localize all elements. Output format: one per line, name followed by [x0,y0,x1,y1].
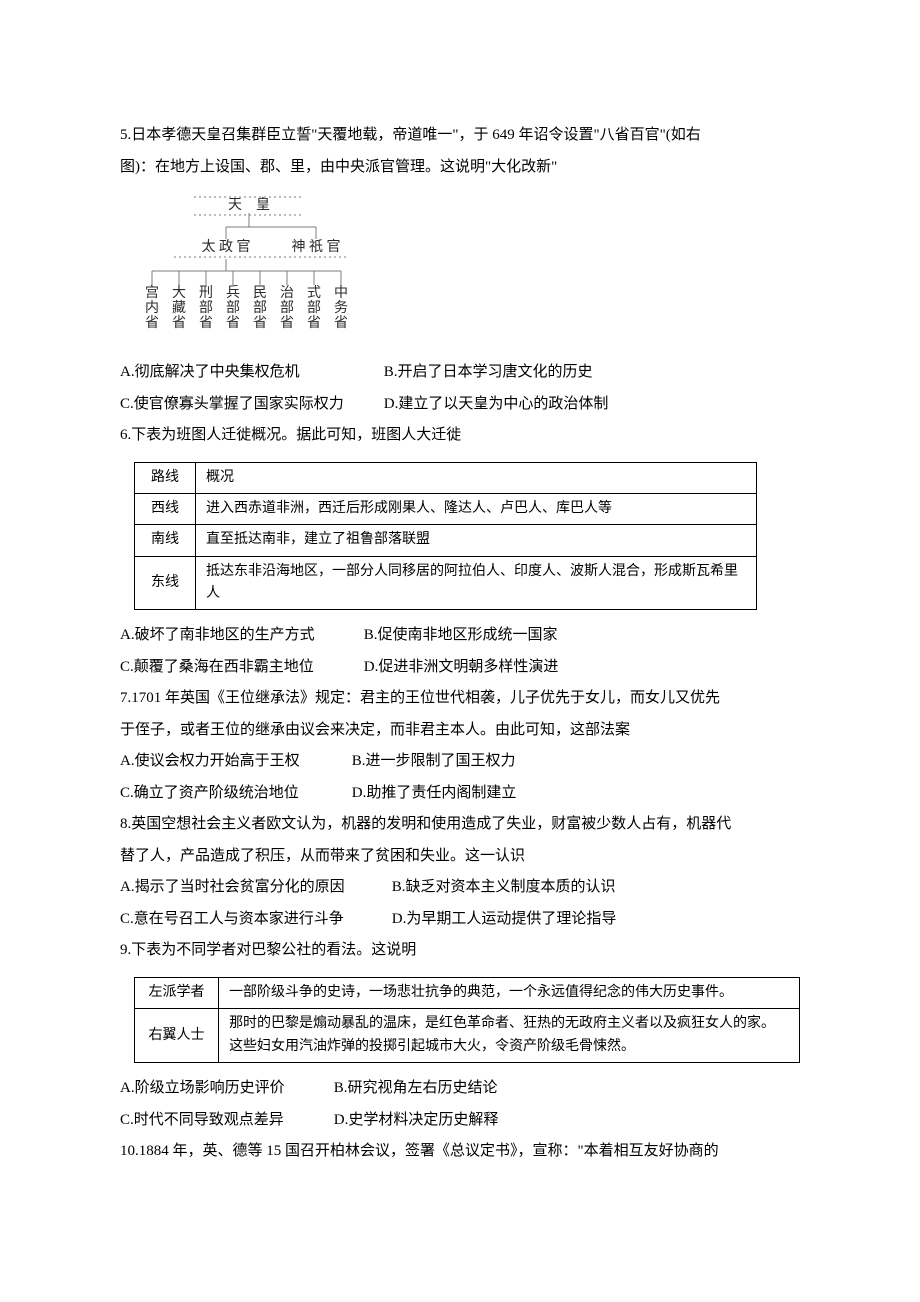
q9-optC: C.时代不同导致观点差异 [120,1105,330,1137]
q5-optB: B.开启了日本学习唐文化的历史 [384,357,593,389]
q5-stem-line1: 5.日本孝德天皇召集群臣立誓"天覆地载，帝道唯一"，于 649 年诏令设置"八省… [120,120,800,152]
table-row: 右翼人士 那时的巴黎是煽动暴乱的温床，是红色革命者、狂热的无政府主义者以及疯狂女… [135,1009,800,1063]
q7-optB: B.进一步限制了国王权力 [352,746,516,778]
q6-r2c1: 南线 [135,525,196,556]
q5-org-chart: 天 皇太 政 官 神 祇 官宫内省大藏省刑部省兵部省民部省治部省式部省中务省 [134,193,800,343]
q6-optB: B.促使南非地区形成统一国家 [364,620,558,652]
svg-text:天 皇: 天 皇 [228,197,270,213]
q10-stem: 10.1884 年，英、德等 15 国召开柏林会议，签署《总议定书》，宣称："本… [120,1136,800,1168]
q6-th-route: 路线 [135,462,196,493]
svg-text:民部省: 民部省 [253,286,267,331]
q9-r1c1: 左派学者 [135,977,219,1008]
q9-optD: D.史学材料决定历史解释 [334,1105,499,1137]
q9-options-row2: C.时代不同导致观点差异 D.史学材料决定历史解释 [120,1105,800,1137]
q7-stem-line1: 7.1701 年英国《王位继承法》规定：君主的王位世代相袭，儿子优先于女儿，而女… [120,683,800,715]
q8-optA: A.揭示了当时社会贫富分化的原因 [120,872,388,904]
q8-optD: D.为早期工人运动提供了理论指导 [392,904,617,936]
exam-page: 5.日本孝德天皇召集群臣立誓"天覆地载，帝道唯一"，于 649 年诏令设置"八省… [0,0,920,1228]
q8-stem-line1: 8.英国空想社会主义者欧文认为，机器的发明和使用造成了失业，财富被少数人占有，机… [120,809,800,841]
q7-options-row1: A.使议会权力开始高于王权 B.进一步限制了国王权力 [120,746,800,778]
q8-optC: C.意在号召工人与资本家进行斗争 [120,904,388,936]
q7-optA: A.使议会权力开始高于王权 [120,746,348,778]
q9-stem: 9.下表为不同学者对巴黎公社的看法。这说明 [120,935,800,967]
q9-r2c2: 那时的巴黎是煽动暴乱的温床，是红色革命者、狂热的无政府主义者以及疯狂女人的家。这… [219,1009,800,1063]
q9-table: 左派学者 一部阶级斗争的史诗，一场悲壮抗争的典范，一个永远值得纪念的伟大历史事件… [134,977,800,1063]
q7-options-row2: C.确立了资产阶级统治地位 D.助推了责任内阁制建立 [120,778,800,810]
q6-r3c1: 东线 [135,556,196,610]
q5-optA: A.彻底解决了中央集权危机 [120,357,380,389]
q8-optB: B.缺乏对资本主义制度本质的认识 [392,872,616,904]
q6-r3c2: 抵达东非沿海地区，一部分人同移居的阿拉伯人、印度人、波斯人混合，形成斯瓦希里人 [196,556,757,610]
table-row: 西线 进入西赤道非洲，西迁后形成刚果人、隆达人、卢巴人、库巴人等 [135,493,757,524]
q6-stem: 6.下表为班图人迁徙概况。据此可知，班图人大迁徙 [120,420,800,452]
q8-options-row2: C.意在号召工人与资本家进行斗争 D.为早期工人运动提供了理论指导 [120,904,800,936]
svg-text:大藏省: 大藏省 [172,285,186,331]
q6-r1c1: 西线 [135,493,196,524]
q9-options-row1: A.阶级立场影响历史评价 B.研究视角左右历史结论 [120,1073,800,1105]
q6-options-row1: A.破坏了南非地区的生产方式 B.促使南非地区形成统一国家 [120,620,800,652]
svg-text:式部省: 式部省 [307,285,321,331]
q6-optD: D.促进非洲文明朝多样性演进 [364,652,559,684]
q6-optC: C.颠覆了桑海在西非霸主地位 [120,652,360,684]
q5-optC: C.使官僚寡头掌握了国家实际权力 [120,389,380,421]
table-header-row: 路线 概况 [135,462,757,493]
table-row: 左派学者 一部阶级斗争的史诗，一场悲壮抗争的典范，一个永远值得纪念的伟大历史事件… [135,977,800,1008]
q8-stem-line2: 替了人，产品造成了积压，从而带来了贫困和失业。这一认识 [120,841,800,873]
q5-options-row2: C.使官僚寡头掌握了国家实际权力 D.建立了以天皇为中心的政治体制 [120,389,800,421]
q6-th-desc: 概况 [196,462,757,493]
q6-r2c2: 直至抵达南非，建立了祖鲁部落联盟 [196,525,757,556]
q5-stem-line2: 图)：在地方上设国、郡、里，由中央派官管理。这说明"大化改新" [120,152,800,184]
table-row: 东线 抵达东非沿海地区，一部分人同移居的阿拉伯人、印度人、波斯人混合，形成斯瓦希… [135,556,757,610]
table-row: 南线 直至抵达南非，建立了祖鲁部落联盟 [135,525,757,556]
q7-optD: D.助推了责任内阁制建立 [352,778,517,810]
q6-table: 路线 概况 西线 进入西赤道非洲，西迁后形成刚果人、隆达人、卢巴人、库巴人等 南… [134,462,757,611]
q9-optB: B.研究视角左右历史结论 [334,1073,498,1105]
q9-optA: A.阶级立场影响历史评价 [120,1073,330,1105]
svg-text:治部省: 治部省 [280,285,294,331]
svg-text:太 政 官: 太 政 官 [202,239,251,255]
svg-text:兵部省: 兵部省 [226,285,240,331]
q5-optD: D.建立了以天皇为中心的政治体制 [384,389,609,421]
q6-options-row2: C.颠覆了桑海在西非霸主地位 D.促进非洲文明朝多样性演进 [120,652,800,684]
q7-stem-line2: 于侄子，或者王位的继承由议会来决定，而非君主本人。由此可知，这部法案 [120,715,800,747]
q9-r1c2: 一部阶级斗争的史诗，一场悲壮抗争的典范，一个永远值得纪念的伟大历史事件。 [219,977,800,1008]
q6-r1c2: 进入西赤道非洲，西迁后形成刚果人、隆达人、卢巴人、库巴人等 [196,493,757,524]
q6-optA: A.破坏了南非地区的生产方式 [120,620,360,652]
svg-text:刑部省: 刑部省 [199,285,213,331]
q7-optC: C.确立了资产阶级统治地位 [120,778,348,810]
q9-r2c1: 右翼人士 [135,1009,219,1063]
q5-options-row1: A.彻底解决了中央集权危机 B.开启了日本学习唐文化的历史 [120,357,800,389]
svg-text:宫内省: 宫内省 [145,285,159,331]
svg-text:神 祇 官: 神 祇 官 [292,239,341,255]
q8-options-row1: A.揭示了当时社会贫富分化的原因 B.缺乏对资本主义制度本质的认识 [120,872,800,904]
svg-text:中务省: 中务省 [334,285,348,331]
